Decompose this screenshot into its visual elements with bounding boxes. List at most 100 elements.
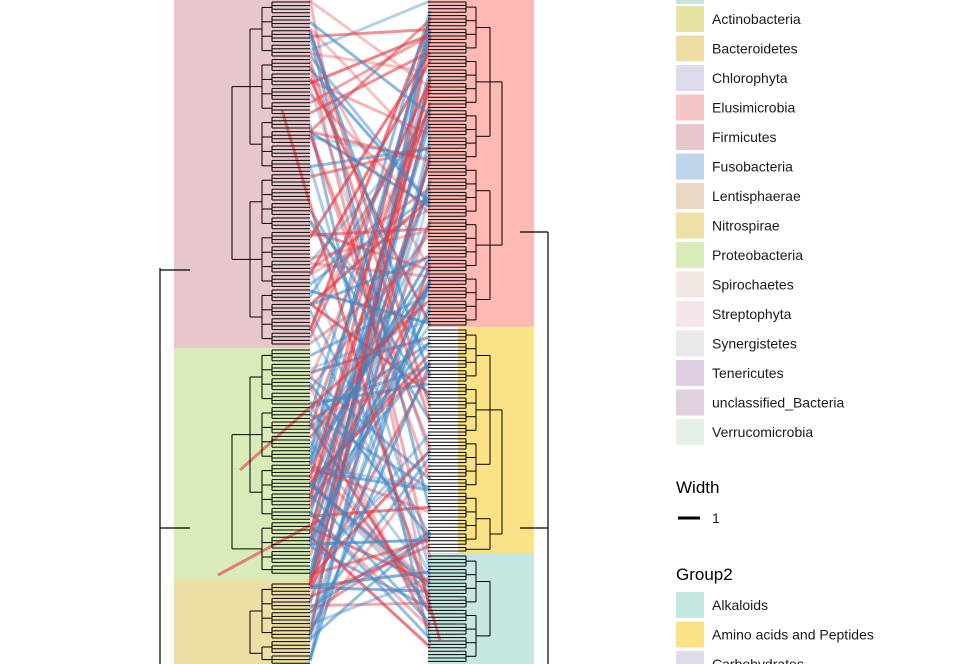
- link: [309, 570, 431, 588]
- legend-swatch: [676, 124, 704, 150]
- link: [308, 459, 432, 598]
- left-dendrogram: [159, 1, 310, 664]
- legend-label: Fusobacteria: [712, 159, 793, 175]
- legend-swatch: [676, 242, 704, 268]
- link: [309, 530, 431, 641]
- link: [308, 29, 432, 454]
- link: [308, 449, 432, 579]
- link: [309, 465, 431, 514]
- legend-title-width: Width: [676, 478, 719, 497]
- legend-label: Actinobacteria: [712, 11, 801, 27]
- legend-label: Firmicutes: [712, 129, 777, 145]
- legend-label: Carbohydrates: [712, 656, 804, 664]
- link: [308, 179, 432, 581]
- link: [309, 254, 431, 307]
- link: [308, 361, 432, 482]
- link: [309, 576, 431, 626]
- link: [308, 463, 432, 630]
- left-cluster-bacteroidetes: [174, 580, 310, 664]
- legend-label: 1: [712, 510, 720, 526]
- legend-swatch: [676, 360, 704, 386]
- link: [308, 432, 432, 574]
- link: [308, 309, 432, 543]
- link: [309, 262, 431, 278]
- link: [308, 385, 432, 633]
- correlation-links: [217, 0, 442, 662]
- legend-label: Proteobacteria: [712, 247, 803, 263]
- legend-label: Lentisphaerae: [712, 188, 801, 204]
- legend-swatch: [676, 621, 704, 648]
- link: [308, 124, 432, 644]
- link: [309, 33, 431, 85]
- legend-label: unclassified_Bacteria: [712, 395, 845, 411]
- link: [309, 465, 431, 489]
- left-cluster-proteobacteria: [174, 348, 310, 580]
- link: [309, 468, 431, 492]
- link: [308, 86, 432, 458]
- legend-swatch: [676, 330, 704, 357]
- legend-swatch: [676, 301, 704, 327]
- legend-label: Amino acids and Peptides: [712, 627, 874, 643]
- legend-swatch: [676, 183, 704, 209]
- link: [309, 413, 431, 491]
- legend-swatch: [676, 419, 704, 445]
- legend-swatch: [676, 212, 704, 239]
- link: [309, 382, 431, 405]
- legend-title-group2: Group2: [676, 565, 733, 584]
- legend-swatch: [676, 6, 704, 32]
- legend-label: Chlorophyta: [712, 70, 788, 86]
- link: [308, 256, 432, 466]
- link: [308, 285, 432, 431]
- legend-swatch: [676, 153, 704, 180]
- link: [309, 253, 431, 345]
- link: [309, 375, 431, 420]
- legend-swatch: [676, 35, 704, 62]
- right-cluster-unlabelled-class: [428, 0, 534, 327]
- link: [308, 363, 432, 635]
- link: [280, 109, 442, 641]
- left-tree-cluster-backgrounds: [174, 0, 310, 664]
- legend: Actinobacteria Bacteroidetes Chlorophyta El…: [676, 0, 874, 664]
- right-tree-cluster-backgrounds: [428, 0, 534, 664]
- link: [308, 493, 432, 625]
- legend-swatch: [676, 271, 704, 298]
- link: [308, 192, 432, 643]
- link: [308, 102, 432, 479]
- legend-label: Nitrospirae: [712, 218, 780, 234]
- legend-swatch: [676, 651, 704, 664]
- legend-swatch: [676, 94, 704, 121]
- legend-swatch: [676, 592, 704, 618]
- link: [308, 122, 432, 517]
- link: [308, 27, 432, 155]
- link: [308, 158, 432, 541]
- link: [308, 18, 432, 133]
- link: [308, 136, 432, 660]
- link: [308, 382, 432, 541]
- link: [308, 231, 432, 391]
- link: [309, 51, 431, 74]
- link: [308, 92, 432, 216]
- link: [309, 50, 431, 115]
- legend-label: Streptophyta: [712, 306, 792, 322]
- legend-label: Synergistetes: [712, 336, 797, 352]
- link: [309, 227, 431, 237]
- link: [309, 0, 431, 52]
- legend-swatch: [676, 0, 704, 4]
- link: [308, 164, 432, 570]
- right-cluster-amino-acids-and-peptides: [458, 327, 534, 553]
- legend-label: Alkaloids: [712, 597, 768, 613]
- legend-swatch: [676, 65, 704, 91]
- link: [308, 450, 432, 563]
- legend-swatch: [676, 389, 704, 416]
- legend-label: Elusimicrobia: [712, 100, 795, 116]
- link: [309, 197, 431, 307]
- legend-label: Bacteroidetes: [712, 41, 798, 57]
- legend-label: Tenericutes: [712, 365, 784, 381]
- right-dendrogram: [428, 1, 549, 664]
- link: [309, 302, 431, 395]
- link: [309, 130, 431, 163]
- legend-label: Spirochaetes: [712, 277, 794, 293]
- link: [308, 55, 432, 205]
- legend-label: Verrucomicrobia: [712, 424, 813, 440]
